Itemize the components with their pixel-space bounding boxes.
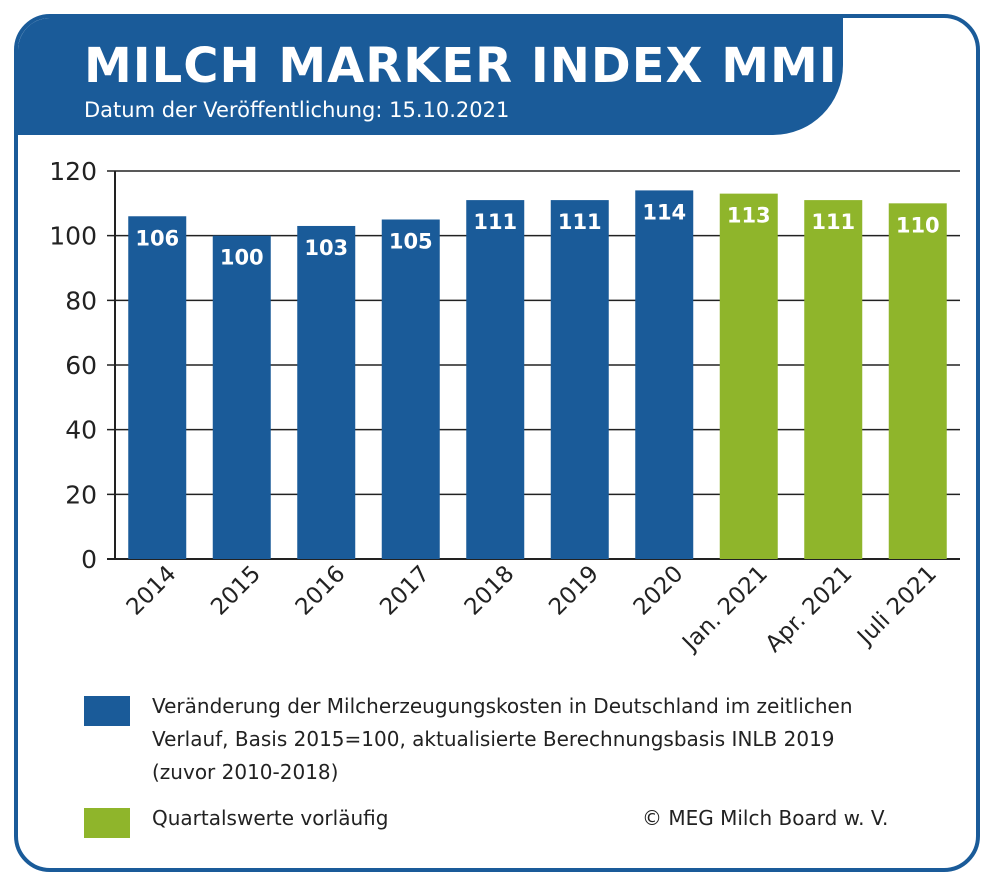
title-banner: MILCH MARKER INDEX MMI Datum der Veröffe… (18, 18, 843, 135)
x-tick-label: Juli 2021 (851, 561, 942, 652)
publication-date: Datum der Veröffentlichung: 15.10.2021 (84, 98, 510, 122)
y-tick-label: 100 (49, 222, 97, 251)
legend-swatch-provisional (84, 808, 130, 838)
y-tick-label: 40 (65, 416, 97, 445)
bar (381, 219, 440, 559)
bar-value-label: 106 (135, 226, 179, 250)
legend-text-provisional: Quartalswerte vorläufig (152, 802, 388, 835)
bar-value-label: 113 (727, 204, 771, 228)
legend-line: (zuvor 2010-2018) (152, 760, 339, 784)
bar (719, 193, 778, 559)
bar-value-label: 111 (558, 210, 602, 234)
x-tick-label: 2014 (122, 561, 182, 621)
x-tick-label: 2019 (544, 561, 604, 621)
legend-line: Veränderung der Milcherzeugungskosten in… (152, 694, 853, 718)
bar-value-label: 111 (473, 210, 517, 234)
legend-line: Verlauf, Basis 2015=100, aktualisierte B… (152, 727, 835, 751)
y-tick-label: 80 (65, 286, 97, 315)
bar-value-label: 100 (220, 246, 264, 270)
bar-value-label: 111 (811, 210, 855, 234)
bar (297, 225, 356, 559)
bar-value-label: 105 (389, 230, 433, 254)
legend-line: Quartalswerte vorläufig (152, 806, 389, 830)
bar-value-label: 103 (304, 236, 348, 260)
x-tick-label: Jan. 2021 (676, 561, 773, 658)
bar (888, 203, 947, 560)
bar (635, 190, 694, 559)
bar (804, 200, 863, 559)
legend-text-actual: Veränderung der Milcherzeugungskosten in… (152, 690, 853, 789)
x-tick-label: Apr. 2021 (761, 561, 858, 658)
bar-value-label: 114 (642, 200, 686, 224)
y-tick-label: 0 (81, 545, 97, 574)
bar (212, 235, 271, 559)
y-tick-label: 20 (65, 480, 97, 509)
copyright-credit: © MEG Milch Board w. V. (642, 806, 889, 830)
bar (466, 200, 525, 559)
x-tick-label: 2020 (629, 561, 689, 621)
bar-value-label: 110 (896, 213, 940, 237)
bar (550, 200, 609, 559)
x-tick-label: 2015 (206, 561, 266, 621)
y-tick-label: 60 (65, 351, 97, 380)
chart-title: MILCH MARKER INDEX MMI (84, 38, 838, 94)
legend-swatch-actual (84, 696, 130, 726)
bar (128, 216, 187, 559)
x-tick-label: 2018 (460, 561, 520, 621)
x-tick-label: 2017 (375, 561, 435, 621)
y-tick-label: 120 (49, 157, 97, 186)
x-tick-label: 2016 (291, 561, 351, 621)
